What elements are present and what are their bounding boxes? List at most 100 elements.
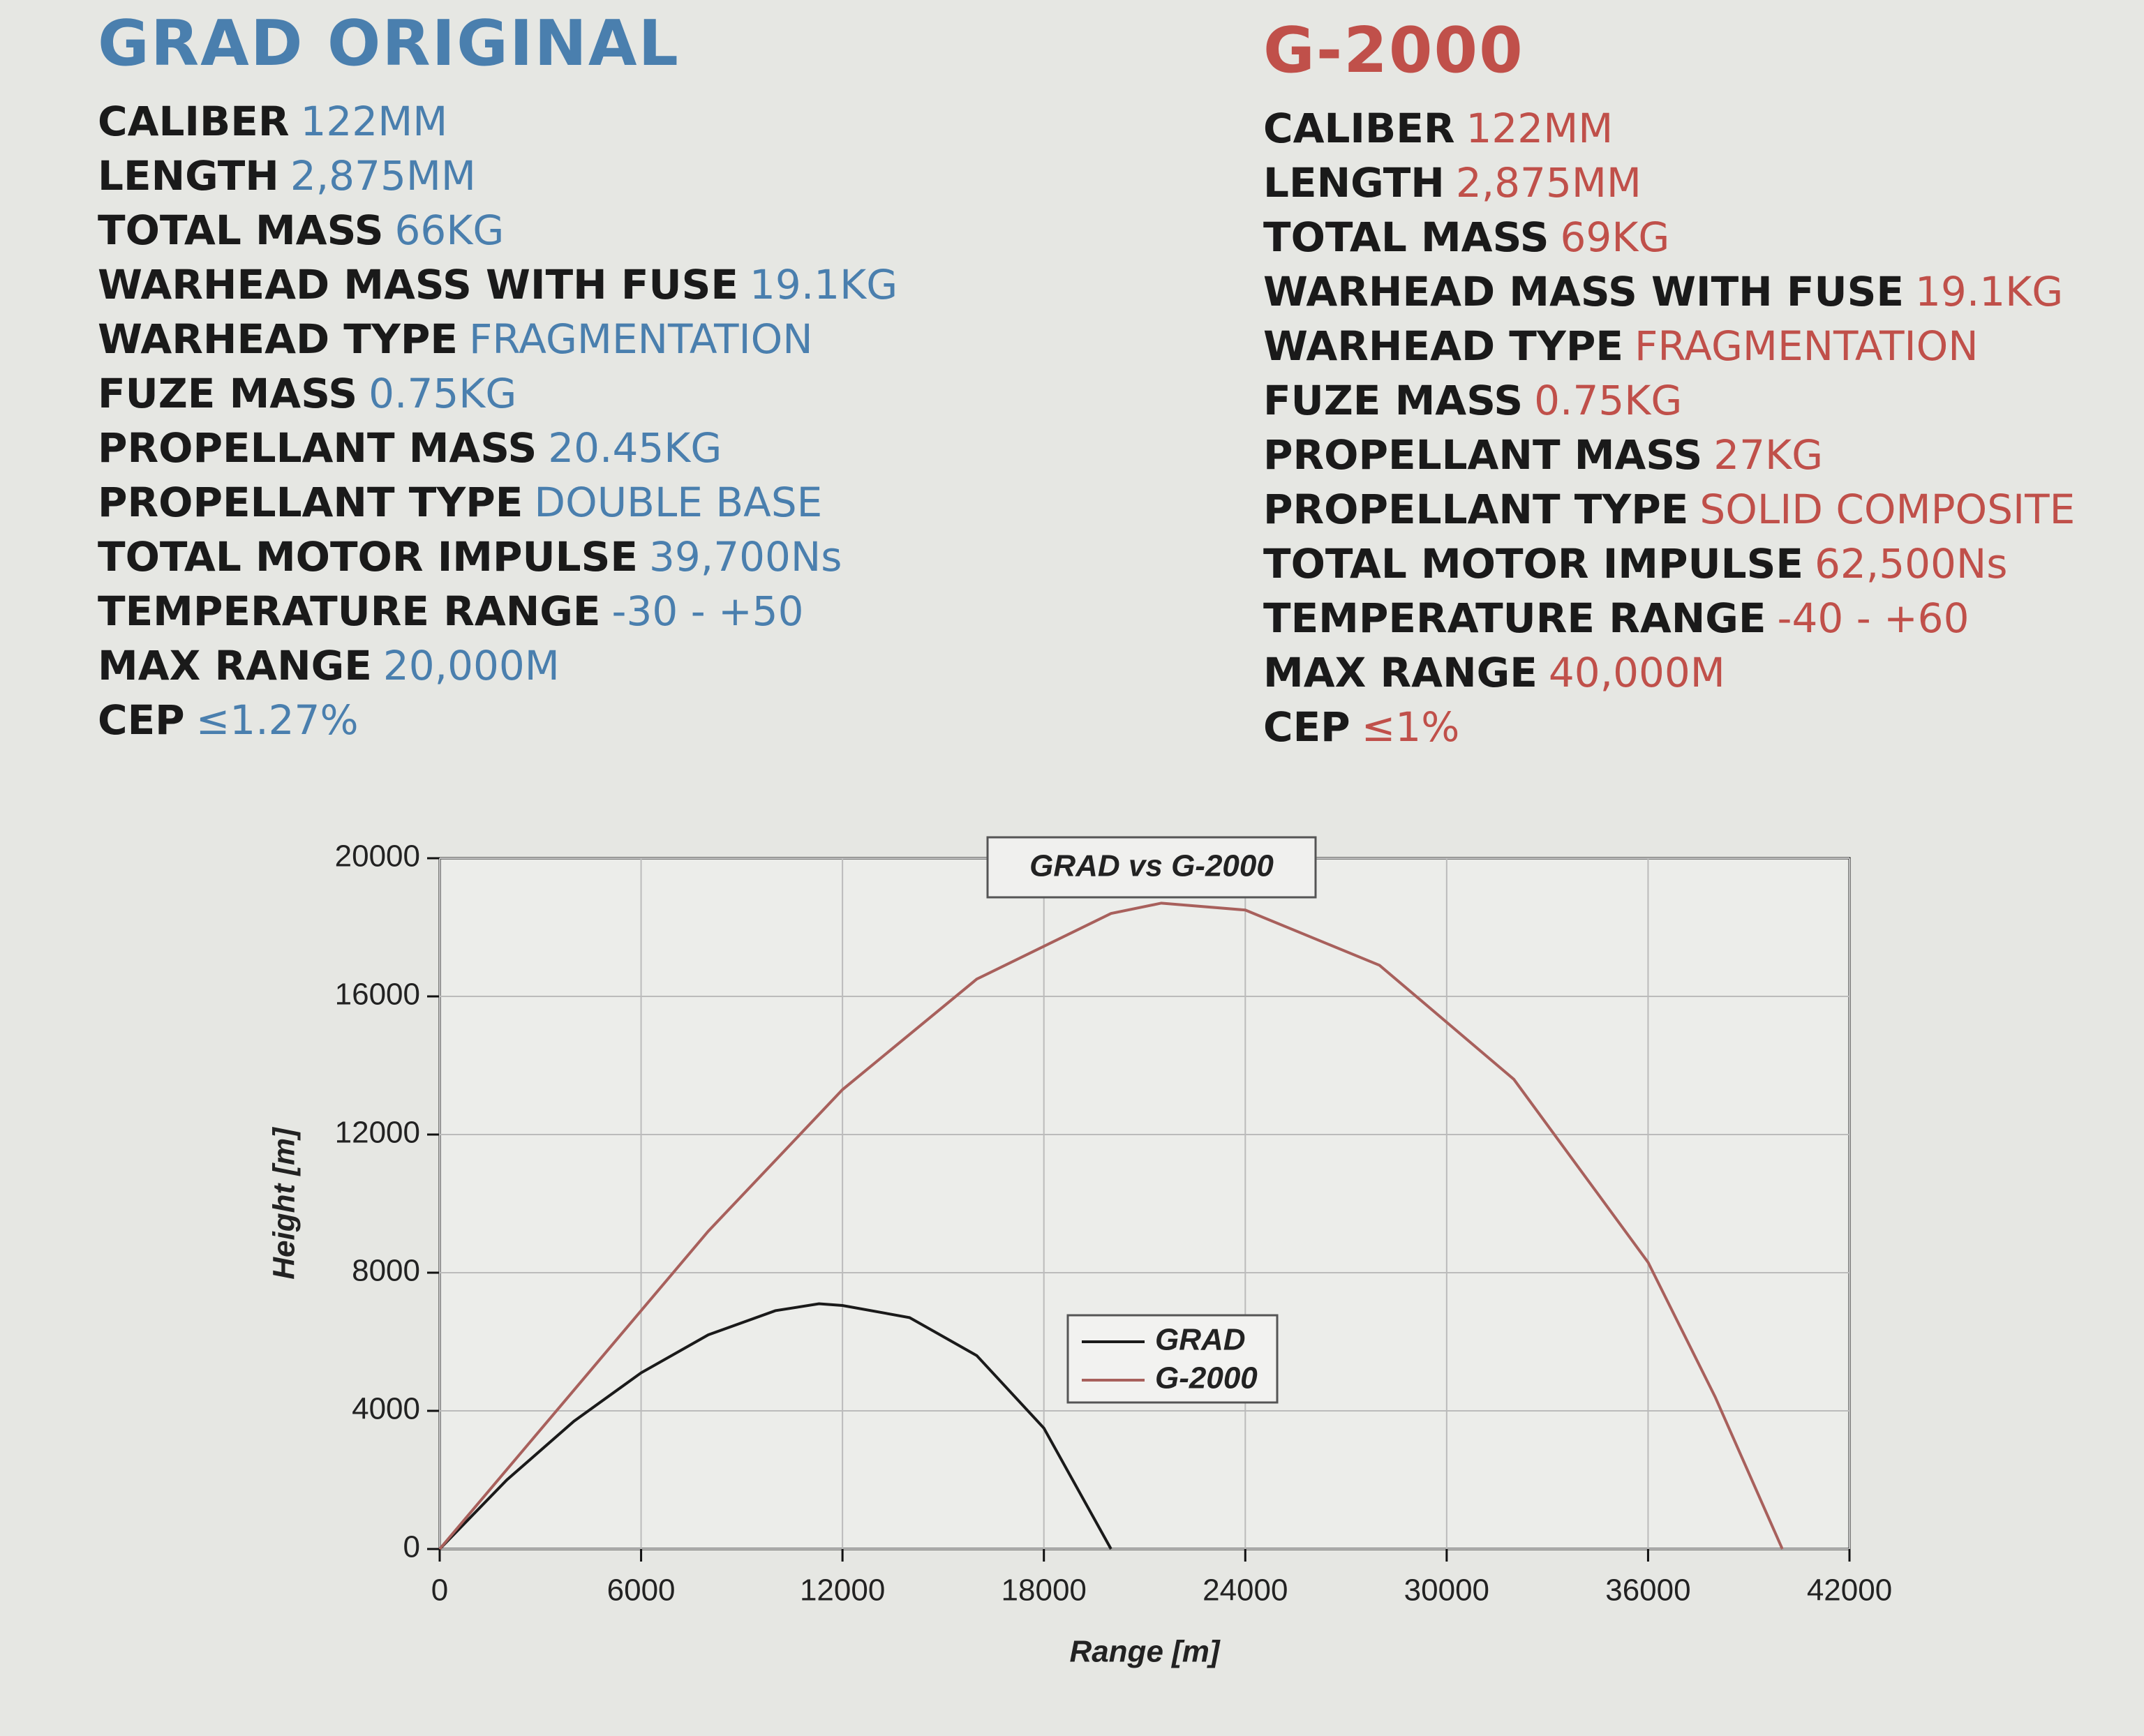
spec-value: -30 - +50	[611, 588, 804, 635]
spec-label: LENGTH	[98, 152, 279, 200]
spec-label: FUZE MASS	[1263, 377, 1524, 424]
spec-row: CALIBER 122MM	[1263, 101, 2075, 156]
spec-value: 20,000M	[382, 642, 560, 689]
spec-value: 122MM	[300, 98, 448, 145]
y-tick-label: 16000	[335, 978, 420, 1012]
spec-value: 2,875MM	[290, 152, 476, 200]
spec-row: PROPELLANT TYPE SOLID COMPOSITE	[1263, 482, 2075, 537]
x-tick-label: 24000	[1203, 1573, 1288, 1608]
y-tick-label: 20000	[335, 839, 420, 874]
title-box	[986, 836, 1317, 899]
spec-label: TEMPERATURE RANGE	[1263, 594, 1766, 642]
spec-value: DOUBLE BASE	[534, 479, 823, 526]
spec-value: 40,000M	[1548, 649, 1725, 696]
x-tick-label: 6000	[607, 1573, 676, 1608]
y-tick-label: 8000	[352, 1254, 420, 1288]
spec-label: WARHEAD MASS WITH FUSE	[1263, 268, 1905, 315]
spec-row: PROPELLANT TYPE DOUBLE BASE	[98, 475, 898, 530]
spec-label: PROPELLANT MASS	[1263, 431, 1703, 479]
spec-label: MAX RANGE	[98, 642, 372, 689]
x-tick-label: 36000	[1605, 1573, 1690, 1608]
x-tick-label: 18000	[1002, 1573, 1087, 1608]
spec-value: 19.1KG	[1915, 268, 2064, 315]
spec-row: TEMPERATURE RANGE -40 - +60	[1263, 591, 2075, 645]
spec-value: 20.45KG	[548, 424, 722, 472]
spec-label: PROPELLANT TYPE	[98, 479, 523, 526]
spec-row: TOTAL MASS 66KG	[98, 203, 898, 257]
series-line	[438, 1302, 1112, 1550]
spec-label: TEMPERATURE RANGE	[98, 588, 601, 635]
x-tick-label: 12000	[800, 1573, 885, 1608]
y-tick-label: 0	[403, 1530, 420, 1564]
spec-row: FUZE MASS 0.75KG	[98, 366, 898, 421]
spec-value: 0.75KG	[368, 370, 517, 417]
spec-row: CEP ≤1.27%	[98, 693, 898, 747]
spec-label: CEP	[98, 696, 185, 744]
spec-label: TOTAL MASS	[1263, 214, 1549, 261]
spec-label: WARHEAD TYPE	[1263, 322, 1623, 370]
spec-row: WARHEAD TYPE FRAGMENTATION	[1263, 319, 2075, 373]
spec-row: TOTAL MASS 69KG	[1263, 210, 2075, 264]
spec-value: 0.75KG	[1534, 377, 1683, 424]
spec-row: LENGTH 2,875MM	[1263, 156, 2075, 210]
spec-value: FRAGMENTATION	[1635, 322, 1979, 370]
spec-row: WARHEAD TYPE FRAGMENTATION	[98, 312, 898, 366]
spec-label: FUZE MASS	[98, 370, 358, 417]
spec-row: PROPELLANT MASS 27KG	[1263, 428, 2075, 482]
spec-label: CALIBER	[98, 98, 290, 145]
spec-value: 2,875MM	[1455, 159, 1642, 207]
chart-title: GRAD vs G-2000	[1029, 849, 1274, 883]
spec-row: TOTAL MOTOR IMPULSE 62,500Ns	[1263, 537, 2075, 591]
spec-row: CALIBER 122MM	[98, 94, 898, 149]
spec-label: WARHEAD MASS WITH FUSE	[98, 261, 739, 308]
legend-label: G-2000	[1155, 1361, 1258, 1395]
g2000-column: G-2000 CALIBER 122MM LENGTH 2,875MM TOTAL MA…	[1263, 14, 2075, 754]
spec-row: PROPELLANT MASS 20.45KG	[98, 421, 898, 475]
spec-row: FUZE MASS 0.75KG	[1263, 373, 2075, 428]
series-line	[438, 901, 1784, 1550]
spec-row: TOTAL MOTOR IMPULSE 39,700Ns	[98, 530, 898, 584]
spec-label: TOTAL MOTOR IMPULSE	[98, 533, 638, 581]
y-axis-label: Height [m]	[267, 1127, 302, 1280]
plot-area	[438, 857, 1851, 1550]
spec-value: 39,700Ns	[648, 533, 842, 581]
spec-value: ≤1%	[1361, 703, 1460, 751]
spec-row: TEMPERATURE RANGE -30 - +50	[98, 584, 898, 638]
y-tick-label: 12000	[335, 1116, 420, 1150]
spec-value: SOLID COMPOSITE	[1699, 486, 2076, 533]
spec-row: MAX RANGE 40,000M	[1263, 645, 2075, 700]
x-tick-label: 30000	[1404, 1573, 1489, 1608]
spec-row: MAX RANGE 20,000M	[98, 638, 898, 693]
legend-label: GRAD	[1155, 1323, 1246, 1357]
spec-value: 66KG	[394, 207, 505, 254]
spec-label: PROPELLANT MASS	[98, 424, 537, 472]
column-title: GRAD ORIGINAL	[98, 7, 680, 80]
spec-label: TOTAL MOTOR IMPULSE	[1263, 540, 1803, 588]
spec-value: 122MM	[1466, 105, 1614, 152]
spec-label: LENGTH	[1263, 159, 1445, 207]
spec-value: 19.1KG	[750, 261, 898, 308]
spec-label: CALIBER	[1263, 105, 1455, 152]
spec-value: 62,500Ns	[1814, 540, 2008, 588]
spec-label: CEP	[1263, 703, 1350, 751]
spec-row: WARHEAD MASS WITH FUSE 19.1KG	[98, 257, 898, 312]
column-title: G-2000	[1263, 14, 1524, 87]
spec-value: 69KG	[1560, 214, 1670, 261]
y-tick-label: 4000	[352, 1392, 420, 1426]
spec-value: 27KG	[1713, 431, 1824, 479]
spec-value: -40 - +60	[1777, 594, 1970, 642]
spec-label: MAX RANGE	[1263, 649, 1538, 696]
spec-row: WARHEAD MASS WITH FUSE 19.1KG	[1263, 264, 2075, 319]
grad-column: GRAD ORIGINAL CALIBER 122MM LENGTH 2,875MM T…	[98, 7, 898, 747]
legend-box	[1066, 1314, 1279, 1404]
spec-value: FRAGMENTATION	[469, 315, 813, 363]
x-tick-label: 0	[431, 1573, 448, 1608]
spec-label: TOTAL MASS	[98, 207, 384, 254]
spec-value: ≤1.27%	[195, 696, 359, 744]
spec-label: PROPELLANT TYPE	[1263, 486, 1689, 533]
x-tick-label: 42000	[1807, 1573, 1892, 1608]
spec-row: LENGTH 2,875MM	[98, 149, 898, 203]
x-axis-label: Range [m]	[1069, 1635, 1220, 1669]
